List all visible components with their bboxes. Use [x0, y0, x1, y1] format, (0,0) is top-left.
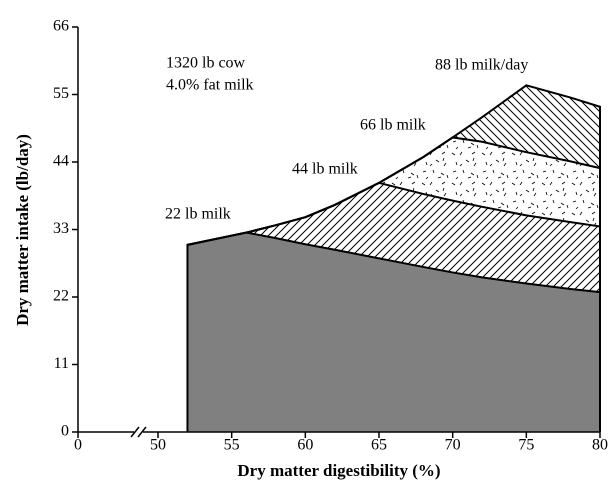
y-tick-label: 11 — [54, 355, 69, 372]
x-tick-label: 75 — [518, 437, 534, 454]
series-label: 22 lb milk — [165, 206, 231, 223]
x-tick-label: 60 — [297, 437, 313, 454]
annotation: 1320 lb cow — [166, 55, 246, 72]
annotation: 4.0% fat milk — [166, 77, 254, 94]
y-tick-label: 66 — [53, 18, 69, 35]
axis-break — [130, 426, 140, 438]
series-label: 88 lb milk/day — [435, 57, 528, 74]
x-axis-title: Dry matter digestibility (%) — [237, 461, 440, 480]
band — [187, 232, 600, 432]
x-tick-label: 80 — [592, 437, 608, 454]
x-tick-label: 0 — [74, 437, 82, 454]
y-tick-label: 33 — [53, 220, 69, 237]
x-tick-label: 65 — [371, 437, 387, 454]
series-label: 66 lb milk — [360, 117, 426, 134]
x-tick-label: 70 — [445, 437, 461, 454]
y-tick-label: 22 — [53, 288, 69, 305]
series-label: 44 lb milk — [292, 161, 358, 178]
y-tick-label: 0 — [61, 423, 69, 440]
x-tick-label: 55 — [224, 437, 240, 454]
band — [187, 85, 600, 245]
y-axis-title: Dry matter intake (lb/day) — [13, 134, 32, 326]
x-tick-label: 50 — [150, 437, 166, 454]
band — [187, 137, 600, 245]
band-line — [187, 84, 601, 432]
y-tick-label: 55 — [53, 85, 69, 102]
axis-break — [137, 426, 147, 438]
y-tick-label: 44 — [53, 153, 69, 170]
